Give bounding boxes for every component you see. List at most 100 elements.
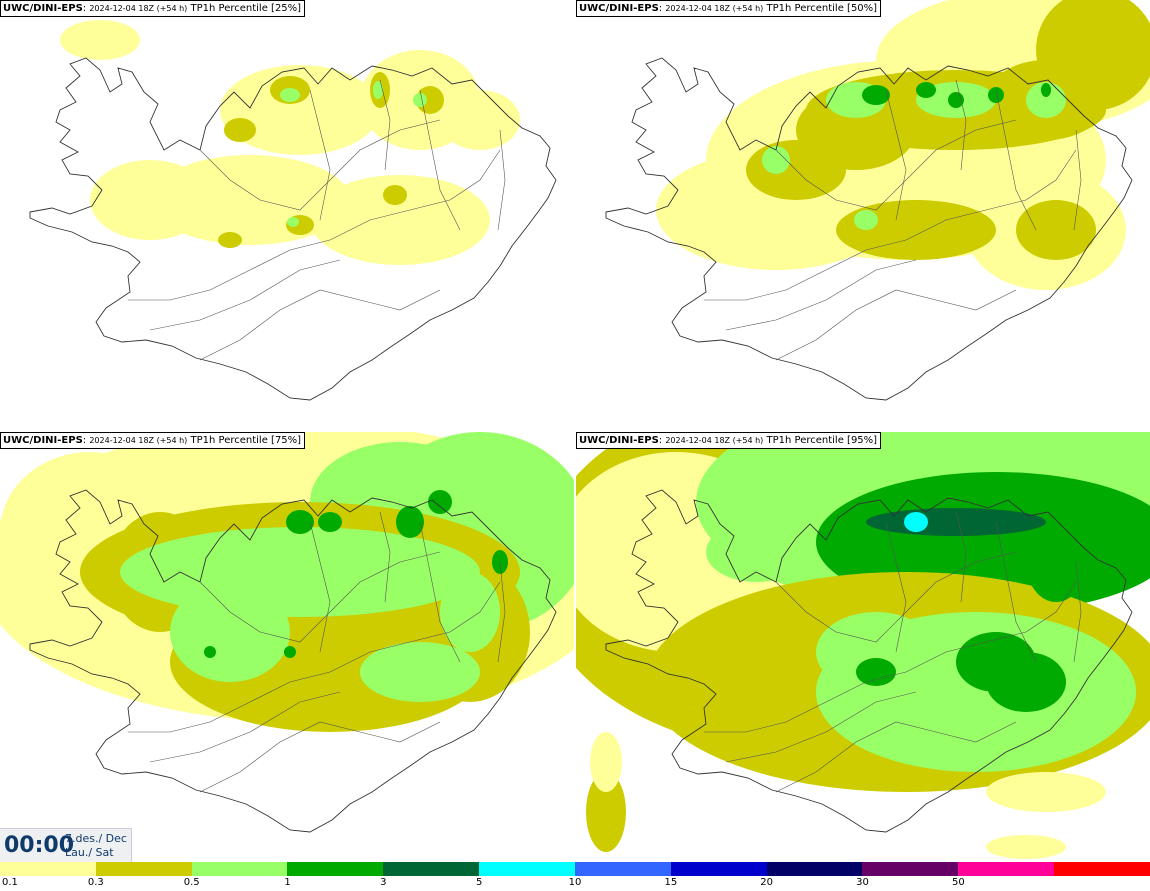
coastline (29, 57, 557, 401)
precip-map (29, 20, 557, 401)
road-line (199, 721, 441, 793)
colorbar-segment (0, 862, 96, 876)
road-line (704, 149, 1077, 301)
road-line (1073, 561, 1082, 663)
panel-title: UWC/DINI-EPS: 2024-12-04 18Z (+54 h) TP1… (576, 0, 882, 17)
road-line (775, 119, 1017, 211)
colorbar-tick-label: 15 (664, 877, 678, 888)
road-line (885, 521, 907, 653)
road-line (199, 289, 441, 361)
precip-area (170, 582, 290, 682)
road-line (379, 79, 391, 171)
precip-area (836, 200, 996, 260)
precip-area (218, 232, 242, 248)
precip-area (590, 732, 622, 792)
precip-area (916, 82, 936, 98)
colorbar (0, 862, 1150, 876)
precip-area (1016, 200, 1096, 260)
precip-area (988, 87, 1004, 103)
precip-area (60, 20, 140, 60)
colorbar-tick-label: 0.5 (183, 877, 200, 888)
precip-area (762, 146, 790, 174)
colorbar-tick-label: 0.3 (87, 877, 104, 888)
road-line (775, 551, 1017, 643)
precip-area (986, 835, 1066, 859)
precip-area (854, 210, 878, 230)
valid-time: 00:00 (4, 833, 75, 858)
precip-area (986, 652, 1066, 712)
panel-title: UWC/DINI-EPS: 2024-12-04 18Z (+54 h) TP1… (0, 432, 306, 449)
road-line (775, 721, 1017, 793)
road-line (419, 89, 461, 231)
precip-area (862, 85, 890, 105)
colorbar-segment (574, 862, 671, 876)
precip-map (605, 0, 1150, 401)
precip-area (286, 510, 314, 534)
road-line (149, 691, 341, 763)
colorbar-segment (287, 862, 384, 876)
precip-area (416, 86, 444, 114)
precip-area (120, 527, 480, 617)
valid-day: Lau./ Sat (65, 846, 114, 859)
road-line (309, 521, 331, 653)
road-line (885, 89, 907, 221)
road-line (199, 551, 441, 643)
precip-area (318, 512, 342, 532)
precip-area (904, 512, 928, 532)
precip-area (706, 522, 806, 582)
map-panel-50: UWC/DINI-EPS: 2024-12-04 18Z (+54 h) TP1… (576, 0, 1150, 430)
road-line (995, 89, 1037, 231)
road-line (309, 89, 331, 221)
precip-area (310, 175, 490, 265)
road-line (379, 511, 391, 603)
precip-area (204, 646, 216, 658)
valid-date: 7.des./ Dec (65, 832, 127, 845)
road-line (199, 119, 441, 211)
colorbar-segment (191, 862, 288, 876)
precip-area (224, 118, 256, 142)
precip-area (856, 658, 896, 686)
colorbar-segment (862, 862, 959, 876)
map-panel-25: UWC/DINI-EPS: 2024-12-04 18Z (+54 h) TP1… (0, 0, 574, 430)
colorbar-tick-label: 10 (568, 877, 582, 888)
colorbar-tick-label: 3 (380, 877, 387, 888)
precip-area (360, 642, 480, 702)
coastline (29, 489, 557, 833)
precip-area (220, 65, 380, 155)
road-line (704, 581, 1077, 733)
colorbar-segment (95, 862, 192, 876)
precip-field (0, 432, 574, 732)
colorbar-segment (383, 862, 480, 876)
road-line (419, 521, 461, 663)
road-line (725, 259, 917, 331)
colorbar-tick-label: 50 (951, 877, 965, 888)
precip-area (396, 506, 424, 538)
road-line (725, 691, 917, 763)
precip-area (948, 92, 964, 108)
precip-map (576, 432, 1150, 859)
colorbar-segment (766, 862, 863, 876)
colorbar-segment (1054, 862, 1150, 876)
valid-time-box: 00:00 7.des./ Dec Lau./ Sat (0, 828, 132, 863)
precip-map (0, 432, 574, 833)
road-line (955, 79, 967, 171)
colorbar-tick-label: 20 (760, 877, 774, 888)
colorbar-segment (479, 862, 575, 876)
precip-area (284, 646, 296, 658)
colorbar-tick-label: 5 (475, 877, 483, 888)
precip-area (440, 90, 520, 150)
precip-area (90, 160, 210, 240)
colorbar-tick-label: 30 (856, 877, 869, 888)
colorbar-segment (670, 862, 767, 876)
precip-area (1026, 522, 1086, 602)
precip-area (986, 772, 1106, 812)
road-line (128, 149, 501, 301)
map-panel-95: UWC/DINI-EPS: 2024-12-04 18Z (+54 h) TP1… (576, 432, 1150, 862)
map-panel-75: UWC/DINI-EPS: 2024-12-04 18Z (+54 h) TP1… (0, 432, 574, 862)
colorbar-tick-label: 1 (284, 877, 291, 888)
road-line (775, 289, 1017, 361)
road-line (955, 511, 967, 603)
road-line (995, 521, 1037, 663)
precip-field (60, 20, 520, 265)
precip-area (1041, 83, 1051, 97)
